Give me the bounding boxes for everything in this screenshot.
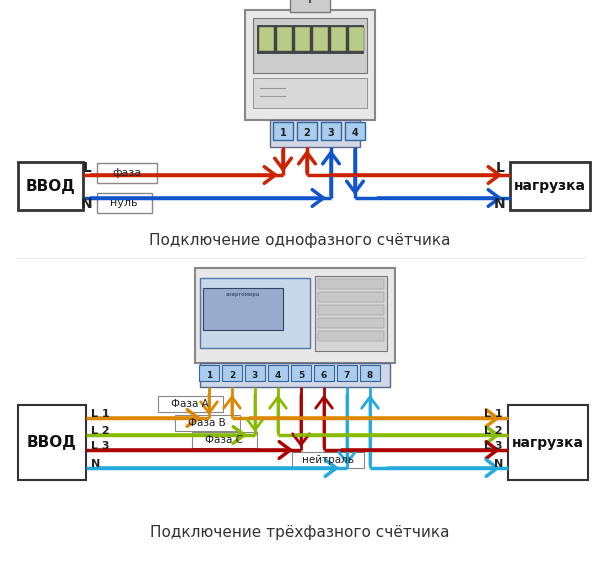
Bar	[318, 292, 384, 302]
Bar	[291, 365, 311, 381]
Text: 3: 3	[328, 128, 334, 138]
Bar	[222, 365, 242, 381]
Bar	[175, 415, 240, 431]
Bar	[253, 18, 367, 73]
Bar	[268, 365, 288, 381]
Text: 7: 7	[344, 370, 350, 379]
Text: N: N	[494, 197, 506, 211]
Text: N: N	[81, 197, 93, 211]
Text: L 1: L 1	[91, 409, 110, 419]
Bar	[270, 120, 360, 147]
Bar	[253, 78, 367, 108]
Bar	[245, 10, 375, 120]
Text: нагрузка: нагрузка	[512, 435, 584, 449]
Bar	[18, 405, 86, 480]
Bar	[318, 305, 384, 315]
Bar	[321, 122, 341, 140]
Text: фаза: фаза	[112, 168, 142, 178]
Bar	[295, 27, 310, 51]
Text: Подключение трёхфазного счётчика: Подключение трёхфазного счётчика	[150, 525, 450, 540]
Bar	[199, 365, 219, 381]
Text: L 1: L 1	[484, 409, 503, 419]
Bar	[331, 27, 346, 51]
Bar	[257, 25, 363, 53]
Text: L 3: L 3	[91, 441, 110, 451]
Text: 6: 6	[321, 370, 327, 379]
Text: Фаза А: Фаза А	[171, 399, 209, 409]
Bar	[200, 363, 390, 387]
Text: энергомера: энергомера	[226, 292, 260, 297]
Text: 2: 2	[304, 128, 310, 138]
Bar	[158, 396, 223, 412]
Bar	[337, 365, 357, 381]
Text: L: L	[496, 161, 505, 175]
Text: N: N	[91, 459, 100, 469]
Bar	[508, 405, 588, 480]
Bar	[349, 27, 364, 51]
Bar	[192, 432, 257, 448]
Text: ВВОД: ВВОД	[26, 178, 76, 194]
Bar	[318, 318, 384, 328]
Text: N: N	[494, 459, 503, 469]
Text: L 2: L 2	[484, 426, 503, 436]
Bar	[292, 452, 364, 468]
Bar	[273, 122, 293, 140]
Text: 4: 4	[352, 128, 358, 138]
Text: нейтраль: нейтраль	[302, 455, 354, 465]
Bar	[313, 27, 328, 51]
Bar	[97, 193, 152, 213]
Bar	[318, 331, 384, 341]
Bar	[290, 0, 330, 12]
Text: 5: 5	[298, 370, 304, 379]
Text: Фаза В: Фаза В	[188, 418, 226, 428]
Text: 1: 1	[280, 128, 286, 138]
Text: 4: 4	[275, 370, 281, 379]
Bar	[97, 163, 157, 183]
Text: L 2: L 2	[91, 426, 110, 436]
Text: Подключение однофазного счётчика: Подключение однофазного счётчика	[149, 232, 451, 247]
Bar	[345, 122, 365, 140]
Text: L 3: L 3	[485, 441, 503, 451]
Bar	[315, 276, 387, 351]
Bar	[510, 162, 590, 210]
Text: нагрузка: нагрузка	[514, 179, 586, 193]
Bar	[18, 162, 83, 210]
Bar	[314, 365, 334, 381]
Text: 3: 3	[252, 370, 258, 379]
Text: L: L	[83, 161, 91, 175]
Text: 8: 8	[367, 370, 373, 379]
Bar	[360, 365, 380, 381]
Text: Фаза С: Фаза С	[205, 435, 243, 445]
Bar	[277, 27, 292, 51]
Bar	[203, 288, 283, 330]
Bar	[259, 27, 274, 51]
Text: 1: 1	[206, 370, 212, 379]
Text: ВВОД: ВВОД	[27, 435, 77, 450]
Bar	[318, 279, 384, 289]
Bar	[297, 122, 317, 140]
Bar	[195, 268, 395, 363]
Bar	[200, 278, 310, 348]
Text: 2: 2	[229, 370, 235, 379]
Text: нуль: нуль	[110, 198, 138, 208]
Bar	[245, 365, 265, 381]
